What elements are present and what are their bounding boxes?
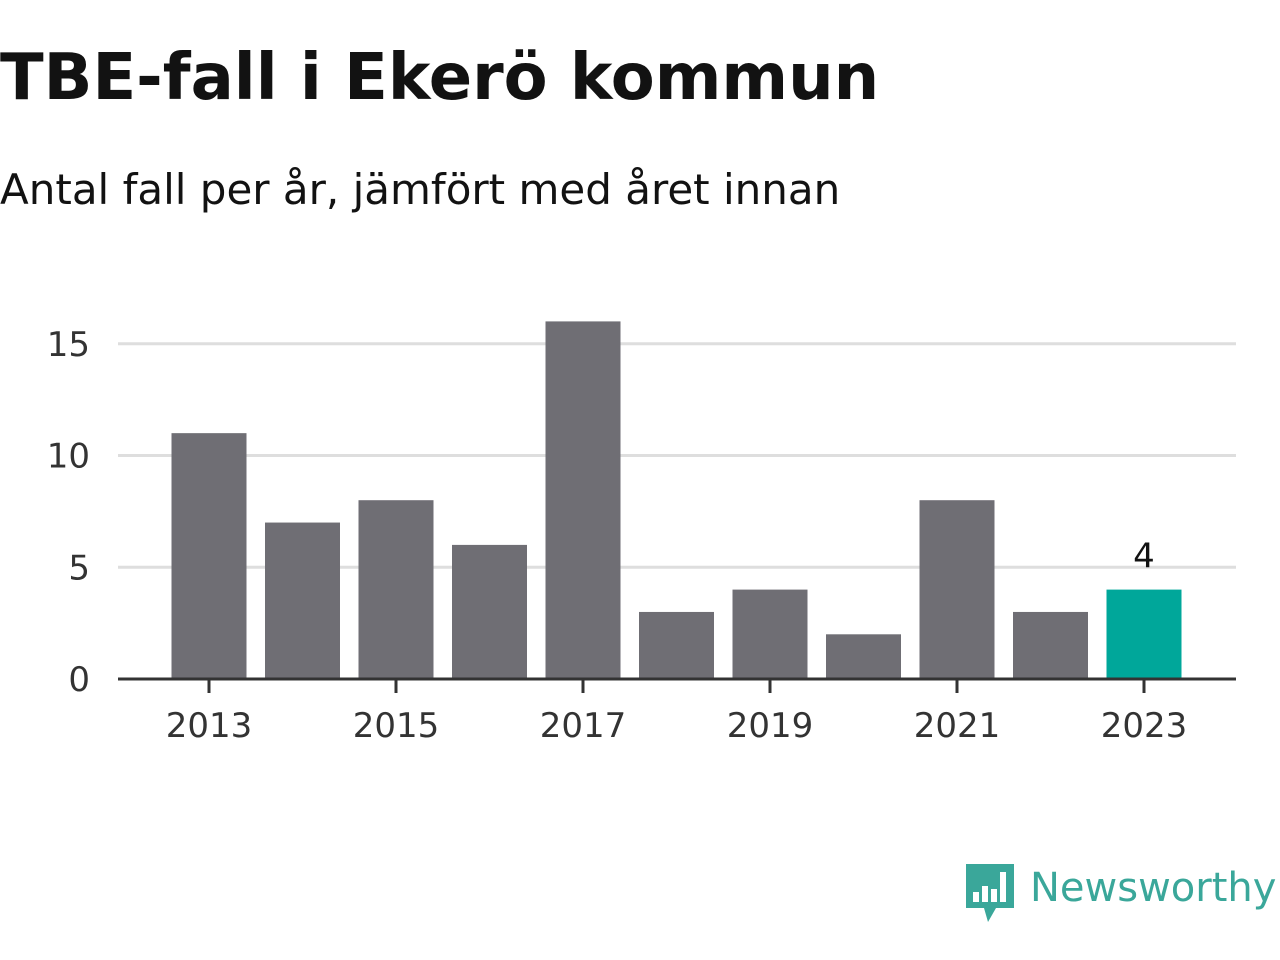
bar-2023 bbox=[1106, 589, 1182, 679]
bar-2019 bbox=[732, 589, 808, 679]
bar-2013 bbox=[171, 433, 247, 679]
newsworthy-logo: Newsworthy bbox=[964, 862, 1276, 926]
x-tick-label: 2023 bbox=[1101, 706, 1188, 746]
labels: 0 5 10 15 4 2013 2015 2017 2019 2021 2023 bbox=[47, 325, 1188, 746]
chart-title: TBE-fall i Ekerö kommun bbox=[0, 41, 880, 115]
bar-2020 bbox=[826, 634, 901, 679]
x-tick-label: 2017 bbox=[540, 706, 627, 746]
bar-2021 bbox=[919, 500, 995, 679]
bar-value-label: 4 bbox=[1133, 537, 1155, 577]
bar-2022 bbox=[1013, 611, 1088, 679]
logo-text: Newsworthy bbox=[1030, 865, 1277, 911]
y-tick-label: 5 bbox=[68, 548, 90, 588]
bar-2017 bbox=[545, 321, 621, 679]
bar-2015 bbox=[358, 500, 434, 679]
y-tick-label: 10 bbox=[47, 437, 90, 477]
x-tick-label: 2015 bbox=[353, 706, 440, 746]
y-tick-label: 0 bbox=[68, 660, 90, 700]
x-tick-label: 2021 bbox=[914, 706, 1001, 746]
bar-2016 bbox=[452, 544, 527, 679]
axes bbox=[118, 677, 1236, 693]
bar-2018 bbox=[639, 611, 714, 679]
bars bbox=[171, 321, 1182, 679]
x-tick-label: 2019 bbox=[727, 706, 814, 746]
chart-subtitle: Antal fall per år, jämfört med året inna… bbox=[0, 165, 841, 214]
x-tick-label: 2013 bbox=[166, 706, 253, 746]
newsworthy-chart-bubble-icon bbox=[966, 864, 1014, 922]
bar-2014 bbox=[265, 522, 340, 679]
y-tick-label: 15 bbox=[47, 325, 90, 365]
